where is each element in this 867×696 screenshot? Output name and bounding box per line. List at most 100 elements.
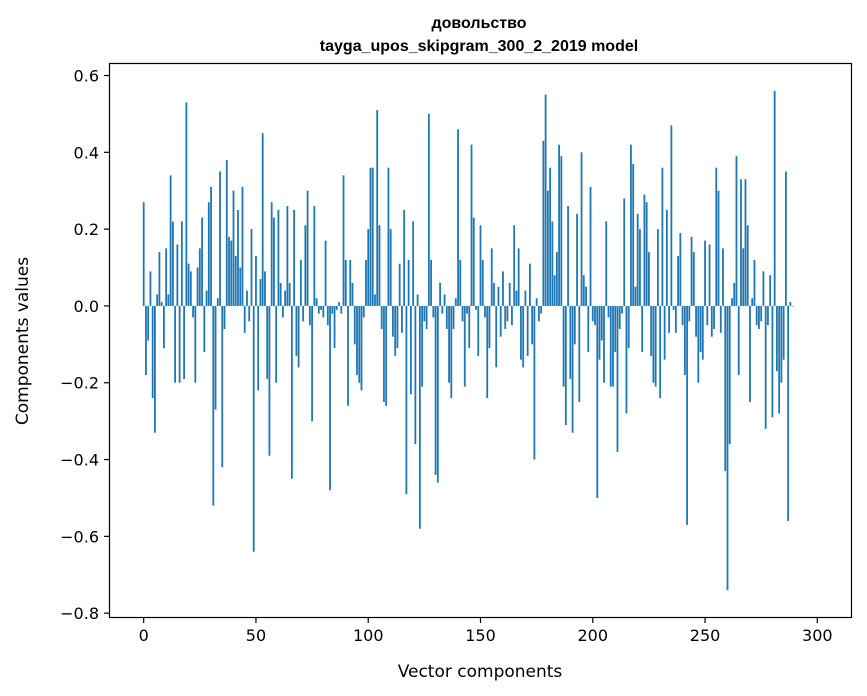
- bar-220: [636, 213, 639, 306]
- bar-98: [362, 305, 365, 318]
- bar-207: [607, 305, 610, 318]
- bar-117: [405, 305, 408, 495]
- bar-280: [771, 305, 774, 418]
- bar-131: [436, 305, 439, 483]
- bar-28: [205, 290, 208, 306]
- bar-113: [396, 305, 399, 349]
- bar-199: [589, 186, 592, 306]
- bar-120: [412, 221, 415, 306]
- bar-252: [708, 244, 711, 306]
- bar-201: [594, 305, 596, 326]
- bar-157: [495, 305, 498, 368]
- bar-236: [672, 305, 675, 310]
- x-tick-label: 300: [802, 626, 833, 645]
- y-tick-label: −0.8: [60, 604, 99, 623]
- bar-128: [430, 259, 432, 306]
- bar-9: [162, 305, 165, 349]
- bar-180: [546, 190, 549, 306]
- bar-178: [542, 140, 545, 306]
- bar-36: [223, 305, 226, 329]
- bar-146: [470, 144, 473, 306]
- bar-186: [560, 156, 563, 306]
- bar-219: [634, 286, 637, 306]
- bar-110: [389, 229, 392, 306]
- bar-211: [616, 305, 619, 452]
- bar-85: [333, 305, 336, 349]
- bar-134: [443, 294, 446, 306]
- bar-241: [683, 305, 686, 376]
- bar-239: [679, 232, 682, 306]
- bar-52: [259, 279, 262, 306]
- plot-frame: [108, 62, 853, 619]
- bar-212: [618, 305, 621, 329]
- bar-240: [681, 305, 684, 326]
- bar-233: [665, 209, 668, 306]
- bar-119: [409, 305, 412, 395]
- bar-164: [511, 305, 513, 326]
- bar-281: [773, 90, 776, 306]
- bar-260: [726, 305, 729, 591]
- bar-202: [596, 305, 599, 498]
- bar-174: [533, 305, 536, 460]
- bar-105: [378, 225, 381, 306]
- bar-122: [416, 294, 419, 306]
- y-tick-label: −0.2: [60, 374, 99, 393]
- bar-49: [252, 305, 255, 552]
- bar-45: [243, 305, 246, 333]
- bar-190: [569, 305, 572, 379]
- bar-179: [544, 94, 547, 306]
- bar-87: [338, 302, 340, 306]
- bar-155: [490, 248, 493, 306]
- bar-166: [515, 290, 518, 306]
- bar-230: [659, 305, 662, 399]
- bar-218: [632, 163, 635, 306]
- bar-151: [481, 259, 484, 306]
- bar-79: [320, 305, 322, 310]
- bar-94: [353, 305, 356, 345]
- bar-210: [614, 305, 617, 353]
- bar-26: [201, 217, 203, 306]
- x-axis-label: Vector components: [398, 662, 563, 682]
- bar-187: [562, 305, 565, 387]
- y-tick-label: 0.0: [74, 297, 99, 316]
- bar-76: [313, 206, 316, 306]
- bar-63: [284, 290, 287, 306]
- bar-34: [219, 171, 221, 306]
- bar-19: [185, 102, 188, 306]
- bar-48: [250, 229, 253, 306]
- bar-263: [733, 282, 736, 306]
- bar-11: [167, 294, 170, 306]
- bars-group: [142, 90, 794, 591]
- bar-149: [477, 305, 480, 356]
- bar-242: [686, 305, 688, 525]
- bar-234: [668, 305, 671, 333]
- bar-42: [237, 209, 239, 306]
- bar-268: [744, 179, 747, 306]
- bar-44: [241, 186, 244, 306]
- bar-152: [484, 305, 486, 318]
- bar-224: [645, 202, 648, 306]
- bar-89: [342, 175, 345, 306]
- bar-169: [522, 305, 525, 368]
- bar-145: [468, 305, 471, 349]
- bar-138: [452, 305, 455, 329]
- x-tick-label: 100: [353, 626, 384, 645]
- bar-272: [753, 259, 756, 306]
- bar-139: [454, 298, 457, 306]
- bar-121: [414, 305, 417, 445]
- bar-57: [270, 202, 273, 306]
- bar-183: [553, 275, 556, 306]
- bar-206: [605, 221, 608, 306]
- bar-65: [288, 282, 291, 306]
- bar-153: [486, 305, 489, 399]
- bar-249: [701, 305, 704, 360]
- bar-259: [724, 305, 727, 472]
- bar-137: [450, 305, 453, 399]
- bar-147: [472, 217, 475, 306]
- bar-62: [282, 305, 284, 318]
- bar-55: [266, 305, 269, 379]
- bar-14: [174, 305, 177, 383]
- bar-23: [194, 305, 197, 383]
- bar-12: [169, 175, 172, 306]
